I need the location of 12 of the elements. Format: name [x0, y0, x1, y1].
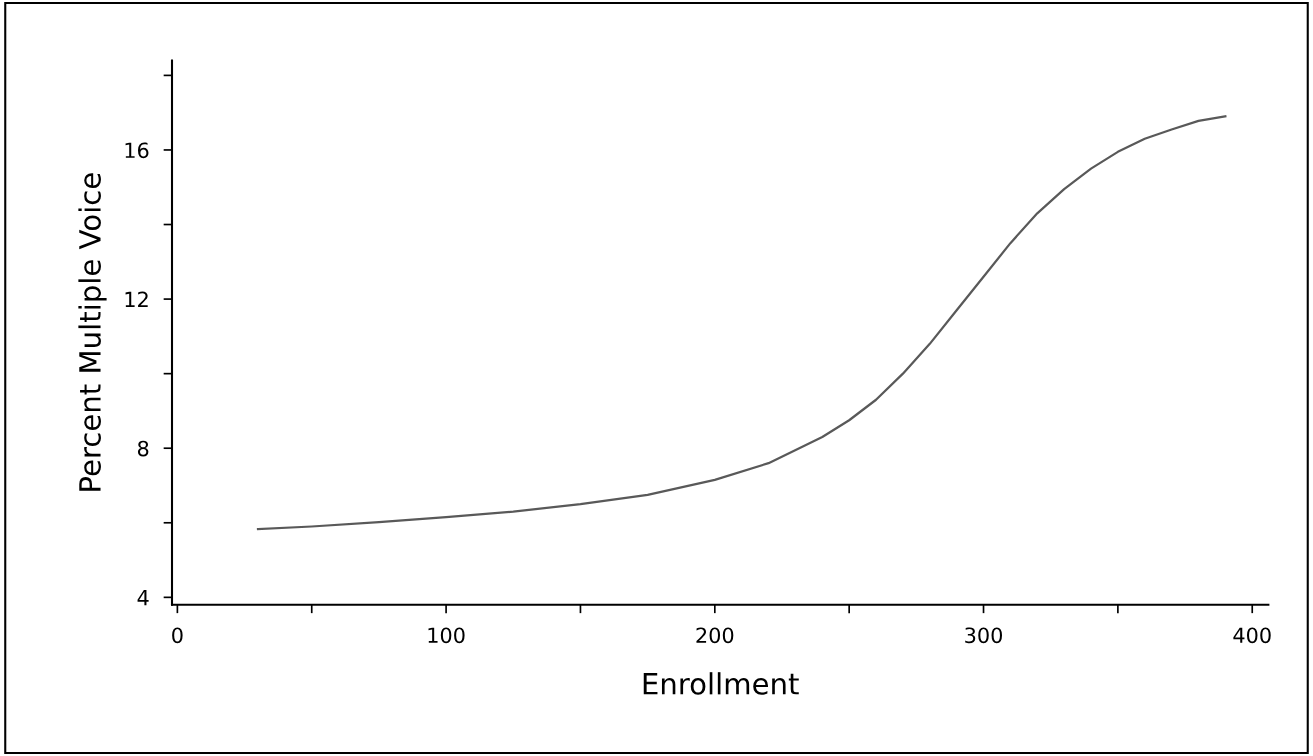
- x-axis-title: Enrollment: [643, 672, 799, 695]
- y-tick-label: 12: [125, 291, 148, 307]
- x-tick-label: 200: [696, 627, 734, 644]
- x-tick-label: 400: [1233, 627, 1271, 644]
- y-tick-label: 8: [137, 440, 149, 457]
- x-tick-label: 0: [172, 627, 183, 644]
- y-axis-title: Percent Multiple Voice: [78, 173, 107, 491]
- x-tick-label: 300: [965, 627, 1003, 644]
- line-series: [256, 115, 1227, 531]
- y-tick-label: 4: [137, 590, 149, 606]
- y-tick-label: 16: [125, 142, 149, 159]
- x-tick-label: 100: [428, 627, 465, 644]
